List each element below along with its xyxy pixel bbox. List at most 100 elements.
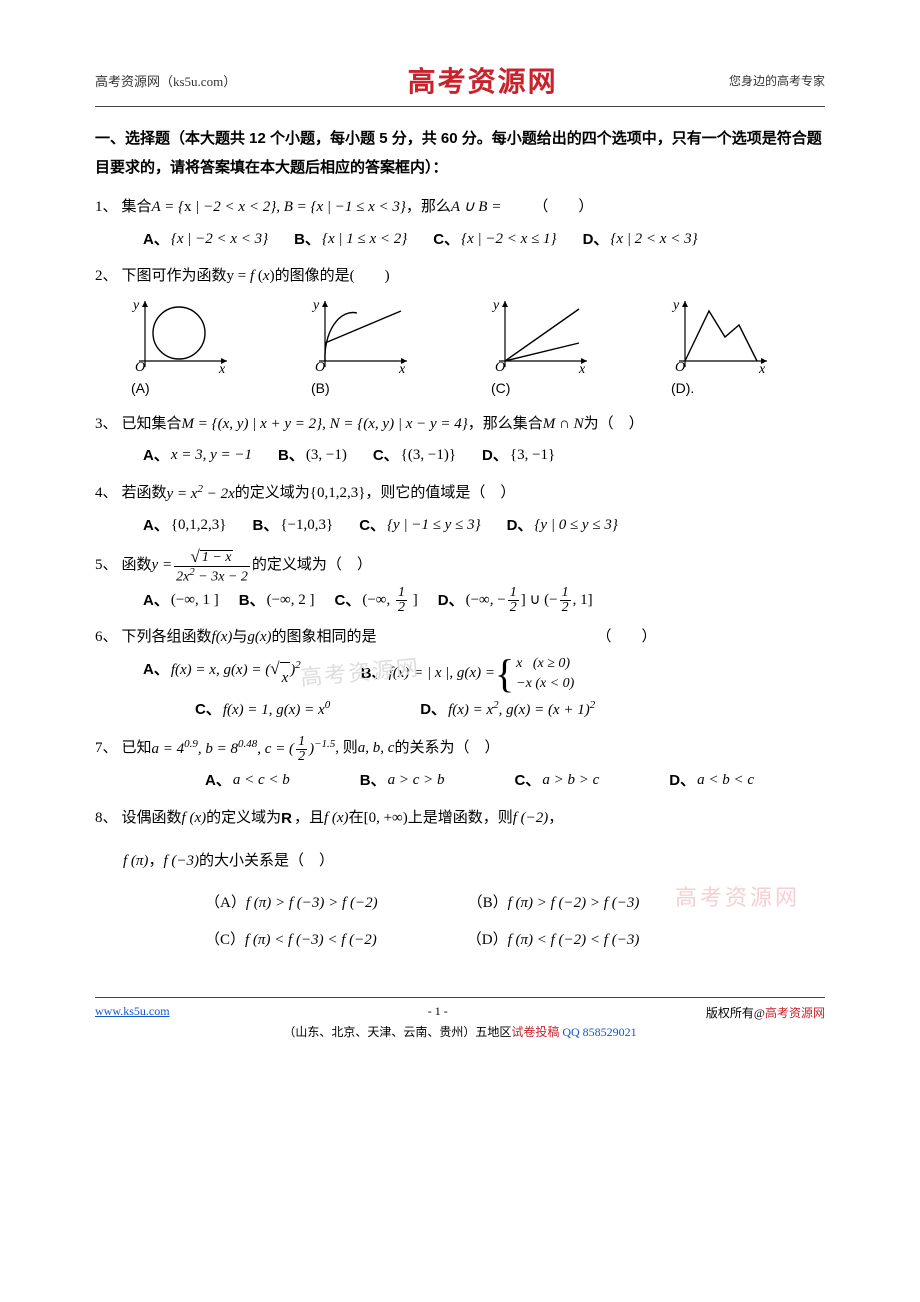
q7-stem-pre: 已知 (122, 733, 152, 765)
q1-blank: （ ） (533, 192, 593, 224)
q6-opt-d: f(x) = x2, g(x) = (x + 1)2 (448, 694, 595, 727)
q1-stem-pre: 集合 (122, 192, 152, 224)
q8-opt-c: f (π) < f (−3) < f (−2) (245, 925, 377, 957)
svg-text:y: y (311, 298, 320, 313)
q4-set: {0,1,2,3} (310, 478, 366, 510)
q5-options: A、(−∞, 1 ] B、(−∞, 2 ] C、(−∞, 12 ] D、(−∞,… (143, 585, 825, 617)
svg-text:x: x (758, 362, 766, 373)
q5-y: y = (152, 550, 173, 582)
q7-opt-b: a > c > b (388, 765, 445, 797)
graph-d-label: (D). (671, 374, 773, 403)
q3-opt-d: {3, −1} (510, 440, 555, 472)
svg-text:y: y (131, 298, 140, 313)
piecewise-brace: { x (x ≥ 0) −x (x < 0) (495, 654, 574, 693)
svg-text:x: x (398, 362, 406, 373)
q6-number: 6、 (95, 622, 118, 654)
graph-a-label: (A) (131, 374, 233, 403)
opt-label-d: D、 (583, 224, 609, 256)
q4-stem-math: y = x2 − 2x (167, 478, 235, 511)
q7-opt-a: a < c < b (233, 765, 290, 797)
svg-text:y: y (491, 298, 500, 313)
q2-number: 2、 (95, 261, 118, 293)
header-row: 高考资源网（ks5u.com） 高考资源网 您身边的高考专家 (95, 60, 825, 100)
q8-l2-post: 的大小关系是（ ） (199, 846, 334, 878)
q7-mid: , 则 (335, 733, 358, 765)
q3-stem-post: ，那么集合 (468, 409, 543, 441)
opt-label-c: C、 (433, 224, 459, 256)
q8-l1-mid3: 在 (349, 803, 364, 835)
q1-stem-post: ，那么 (406, 192, 451, 224)
q3-stem-math: M = {(x, y) | x + y = 2}, N = {(x, y) | … (182, 409, 468, 441)
q7-abc: a, b, c (358, 733, 395, 765)
header-rule (95, 106, 825, 107)
graph-c-label: (C) (491, 374, 593, 403)
q1-opt-d: {x | 2 < x < 3} (610, 224, 697, 256)
q8-l1-mid2: ，且 (294, 803, 324, 835)
q2-graphs: y O x (A) y O x (B) (121, 295, 825, 403)
header-right: 您身边的高考专家 (729, 72, 825, 89)
q2-graph-a: y O x (A) (121, 295, 233, 403)
svg-text:x: x (218, 362, 226, 373)
q2-stem-post: 的图像的是( ) (275, 261, 390, 293)
q6-opt-b: f(x) = | x |, g(x) = (389, 658, 495, 690)
question-3: 3、 已知集合 M = {(x, y) | x + y = 2}, N = {(… (95, 409, 825, 472)
q1-opt-c: {x | −2 < x ≤ 1} (461, 224, 556, 256)
q5-stem-pre: 函数 (122, 550, 152, 582)
q3-opt-b: (3, −1) (306, 440, 347, 472)
q1-expr: A ∪ B = (451, 192, 501, 224)
q8-options-row2: （C）f (π) < f (−3) < f (−2) （D）f (π) < f … (205, 925, 825, 957)
q2-graph-b: y O x (B) (301, 295, 413, 403)
q8-l1-end: ， (548, 803, 563, 835)
q3-post2: 为（ ） (584, 409, 644, 441)
section-heading: 一、选择题（本大题共 12 个小题，每小题 5 分，共 60 分。每小题给出的四… (95, 125, 825, 182)
q4-opt-d: {y | 0 ≤ y ≤ 3} (534, 510, 617, 542)
q2-graph-c: y O x (C) (481, 295, 593, 403)
footer-row1: www.ks5u.com - 1 - 版权所有@高考资源网 (95, 1004, 825, 1021)
graph-b-svg: y O x (301, 295, 413, 373)
q3-stem-pre: 已知集合 (122, 409, 182, 441)
svg-text:O: O (675, 360, 685, 373)
footer: www.ks5u.com - 1 - 版权所有@高考资源网 （山东、北京、天津、… (95, 997, 825, 1040)
q8-l1-mid4: 上是增函数，则 (408, 803, 513, 835)
q4-stem-mid: 的定义域为 (235, 478, 310, 510)
q8-opt-b: f (π) > f (−2) > f (−3) (508, 888, 640, 920)
q7-stem-math: a = 40.9, b = 80.48, c = (12)−1.5 (152, 733, 336, 766)
q7-opt-d: a < b < c (697, 765, 754, 797)
question-1: 1、 集合 A = {x | −2 < x < 2}, B = {x | −1 … (95, 192, 825, 255)
q8-opt-d: f (π) < f (−2) < f (−3) (508, 925, 640, 957)
header-left: 高考资源网（ks5u.com） (95, 71, 236, 90)
q8-l1-mid: 的定义域为 (206, 803, 281, 835)
question-7: 7、 已知 a = 40.9, b = 80.48, c = (12)−1.5 … (95, 733, 825, 797)
q6-opt-a: f(x) = x, g(x) = (√x)2 (171, 654, 301, 695)
footer-copyright: 版权所有@高考资源网 (706, 1004, 825, 1021)
q3-expr: M ∩ N (543, 409, 584, 441)
q8-f2: f (−2) (513, 803, 549, 835)
q8-R: R (281, 803, 292, 835)
footer-url[interactable]: www.ks5u.com (95, 1004, 170, 1021)
q6-blank: （ ） (597, 622, 657, 654)
q5-fraction: √1 − x 2x2 − 3x − 2 (174, 548, 250, 585)
q8-fx: f (x) (182, 803, 207, 835)
q7-number: 7、 (95, 733, 118, 765)
q8-options-row1: （A）f (π) > f (−3) > f (−2) （B）f (π) > f … (205, 888, 825, 920)
q8-opt-a: f (π) > f (−3) > f (−2) (246, 888, 378, 920)
q7-options: A、a < c < b B、a > c > b C、a > b > c D、a … (205, 765, 825, 797)
q4-stem-pre: 若函数 (122, 478, 167, 510)
q5-stem-post: 的定义域为（ ） (252, 550, 372, 582)
question-2: 2、 下图可作为函数 y = f (x) 的图像的是( ) y O x (A) (95, 261, 825, 403)
q5-opt-c: (−∞, 12 ] (362, 585, 417, 617)
question-4: 4、 若函数 y = x2 − 2x 的定义域为 {0,1,2,3} ，则它的值… (95, 478, 825, 542)
graph-b-label: (B) (311, 374, 413, 403)
q5-opt-a: (−∞, 1 ] (171, 585, 219, 617)
q3-options: A、x = 3, y = −1 B、(3, −1) C、{(3, −1)} D、… (143, 440, 825, 472)
header-center-brand: 高考资源网 (408, 60, 558, 100)
q6-stem-post: 的图象相同的是 (272, 622, 377, 654)
q5-number: 5、 (95, 550, 118, 582)
question-5: 5、 函数 y = √1 − x 2x2 − 3x − 2 的定义域为（ ） A… (95, 548, 825, 616)
svg-text:O: O (495, 360, 505, 373)
q4-number: 4、 (95, 478, 118, 510)
q1-opt-b: {x | 1 ≤ x < 2} (322, 224, 407, 256)
footer-row2: （山东、北京、天津、云南、贵州）五地区试卷投稿 QQ 858529021 (95, 1023, 825, 1040)
q2-stem-pre: 下图可作为函数 (122, 261, 227, 293)
q5-opt-d: (−∞, −12] ∪ (−12, 1] (466, 585, 593, 617)
